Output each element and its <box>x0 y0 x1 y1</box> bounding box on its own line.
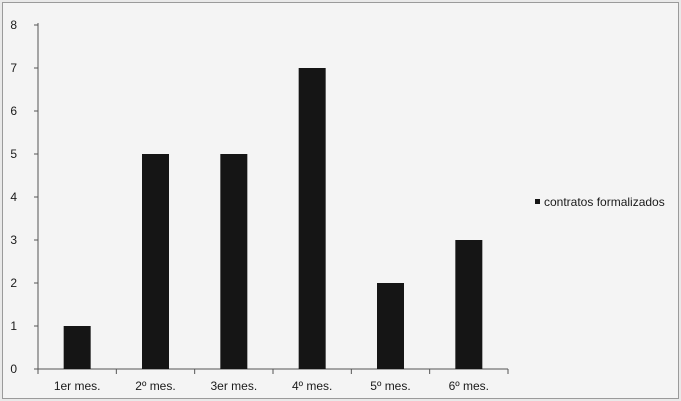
y-tick-label: 2 <box>10 276 17 290</box>
x-category-label: 5º mes. <box>370 379 410 393</box>
x-category-label: 2º mes. <box>135 379 175 393</box>
bar <box>377 283 404 369</box>
bar <box>63 326 91 369</box>
chart-legend: contratos formalizados <box>535 195 665 209</box>
x-category-label: 3er mes. <box>210 379 257 393</box>
y-tick-label: 7 <box>10 61 17 75</box>
bar <box>142 154 169 369</box>
y-axis-tick-labels: 0 1 2 3 4 5 6 7 8 <box>10 18 17 376</box>
y-tick-label: 6 <box>10 104 17 118</box>
bar <box>298 68 326 369</box>
y-tick-label: 1 <box>10 319 17 333</box>
bar <box>220 154 248 369</box>
x-axis-category-labels: 1er mes. 2º mes. 3er mes. 4º mes. 5º mes. 6º … <box>54 379 489 393</box>
y-tick-label: 8 <box>10 18 17 32</box>
y-tick-label: 5 <box>10 147 17 161</box>
x-category-label: 1er mes. <box>54 379 101 393</box>
x-category-label: 4º mes. <box>292 379 332 393</box>
legend-label: contratos formalizados <box>544 195 665 209</box>
bar <box>455 240 483 369</box>
y-tick-label: 4 <box>10 190 17 204</box>
chart-axes <box>34 23 509 374</box>
legend-swatch <box>535 199 540 204</box>
x-category-label: 6º mes. <box>449 379 489 393</box>
y-tick-label: 3 <box>10 233 17 247</box>
chart-bars <box>63 68 483 369</box>
y-tick-label: 0 <box>10 362 17 376</box>
